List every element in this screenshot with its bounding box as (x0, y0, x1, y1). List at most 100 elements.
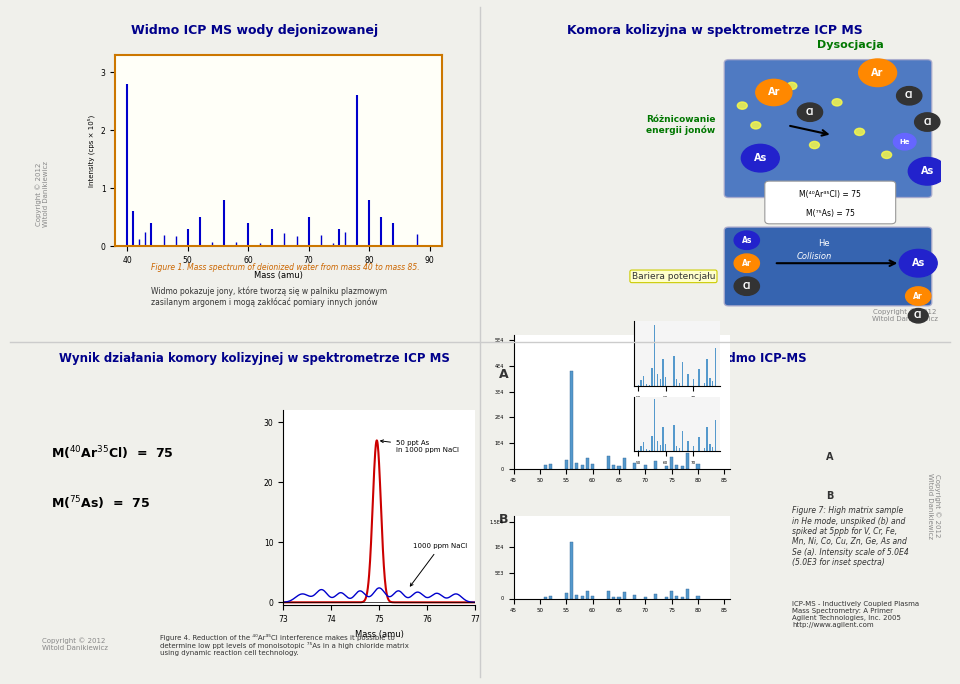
Text: He: He (818, 239, 829, 248)
Text: Copyright © 2012
Witold Danikiewicz: Copyright © 2012 Witold Danikiewicz (36, 161, 49, 227)
FancyBboxPatch shape (724, 227, 932, 306)
Text: B: B (498, 513, 508, 526)
Circle shape (905, 287, 931, 305)
Bar (570, 371, 573, 469)
Bar (682, 362, 683, 386)
Bar (685, 453, 689, 469)
X-axis label: Mass (amu): Mass (amu) (355, 629, 403, 639)
Bar (662, 358, 663, 386)
Bar (712, 447, 713, 451)
Circle shape (741, 144, 780, 172)
Bar (681, 466, 684, 469)
X-axis label: Mass (amu): Mass (amu) (254, 270, 302, 280)
Bar (581, 596, 584, 598)
Bar (591, 464, 594, 469)
Text: Widmo pokazuje jony, które tworzą się w palniku plazmowym
zasilanym argonem i mo: Widmo pokazuje jony, które tworzą się w … (151, 286, 387, 306)
Text: M(⁴⁰Ar³⁵Cl) = 75: M(⁴⁰Ar³⁵Cl) = 75 (800, 189, 861, 199)
Text: Copyright © 2012
Witold Danikiewicz: Copyright © 2012 Witold Danikiewicz (872, 308, 938, 322)
Text: 50 ppt As
in 1000 ppm NaCl: 50 ppt As in 1000 ppm NaCl (380, 440, 459, 453)
Bar (651, 368, 653, 386)
Circle shape (809, 142, 820, 148)
Text: Ar: Ar (872, 68, 884, 78)
Bar (696, 464, 700, 469)
Bar (617, 597, 620, 598)
Bar (707, 427, 708, 451)
Y-axis label: Intensity (cps × 10⁵): Intensity (cps × 10⁵) (87, 114, 95, 187)
Bar (685, 589, 689, 598)
Text: Dysocjacja: Dysocjacja (817, 40, 884, 50)
Text: Copyright © 2012
Witold Danikiewicz: Copyright © 2012 Witold Danikiewicz (927, 473, 941, 539)
Text: Copyright © 2012
Witold Danikiewicz: Copyright © 2012 Witold Danikiewicz (42, 637, 108, 651)
Text: As: As (912, 258, 924, 268)
Bar (681, 597, 684, 598)
Text: As: As (754, 153, 767, 163)
Circle shape (734, 277, 759, 295)
Bar (612, 465, 615, 469)
Bar (664, 466, 668, 469)
Circle shape (897, 87, 922, 105)
Circle shape (915, 113, 940, 131)
Circle shape (787, 82, 797, 90)
Bar (607, 591, 610, 598)
Bar (549, 464, 552, 469)
Bar (543, 596, 547, 598)
Bar (643, 442, 644, 451)
Bar (586, 458, 588, 469)
Bar (714, 347, 716, 386)
Bar (673, 425, 675, 451)
Circle shape (798, 103, 823, 121)
Bar (651, 436, 653, 451)
Bar (586, 591, 588, 598)
Bar (612, 596, 615, 598)
Text: M($^{75}$As)  =  75: M($^{75}$As) = 75 (52, 494, 151, 512)
Bar (657, 441, 659, 451)
Text: As: As (921, 166, 934, 176)
Bar (662, 427, 663, 451)
Text: Komora kolizyjna w spektrometrze ICP MS: Komora kolizyjna w spektrometrze ICP MS (567, 23, 863, 36)
Bar (640, 446, 641, 451)
Circle shape (854, 129, 865, 135)
Circle shape (756, 79, 792, 105)
FancyBboxPatch shape (765, 181, 896, 224)
Bar (575, 594, 578, 598)
Bar (704, 448, 705, 451)
Bar (676, 445, 678, 451)
Bar (591, 596, 594, 598)
Text: Cl: Cl (743, 282, 751, 291)
Text: Widmo ICP MS wody dejonizowanej: Widmo ICP MS wody dejonizowanej (131, 23, 378, 36)
Bar (679, 382, 681, 386)
Bar (687, 374, 688, 386)
Text: Ar: Ar (742, 259, 752, 267)
Circle shape (734, 231, 759, 250)
Bar (654, 399, 656, 451)
Bar (673, 356, 675, 386)
Bar (712, 381, 713, 386)
Bar (570, 542, 573, 598)
Bar (698, 369, 700, 386)
Circle shape (858, 59, 897, 87)
FancyBboxPatch shape (724, 60, 932, 198)
Bar (581, 464, 584, 469)
Bar (665, 377, 666, 386)
Bar (709, 444, 710, 451)
Bar (709, 378, 710, 386)
Bar (637, 450, 639, 451)
Bar (704, 382, 705, 386)
Bar (637, 385, 639, 386)
Text: M($^{40}$Ar$^{35}$Cl)  =  75: M($^{40}$Ar$^{35}$Cl) = 75 (52, 445, 174, 462)
Text: Różnicowanie
energii jonów: Różnicowanie energii jonów (646, 116, 715, 135)
Bar (655, 462, 658, 469)
Bar (707, 358, 708, 386)
Bar (607, 456, 610, 469)
Bar (649, 450, 650, 451)
Circle shape (908, 157, 947, 185)
Text: Collision: Collision (797, 252, 832, 261)
Bar (664, 597, 668, 598)
Bar (675, 464, 679, 469)
Bar (644, 465, 647, 469)
Text: He: He (900, 139, 910, 145)
Bar (679, 448, 681, 451)
Circle shape (832, 98, 842, 106)
Text: Cl: Cl (914, 311, 923, 320)
Bar (543, 465, 547, 469)
